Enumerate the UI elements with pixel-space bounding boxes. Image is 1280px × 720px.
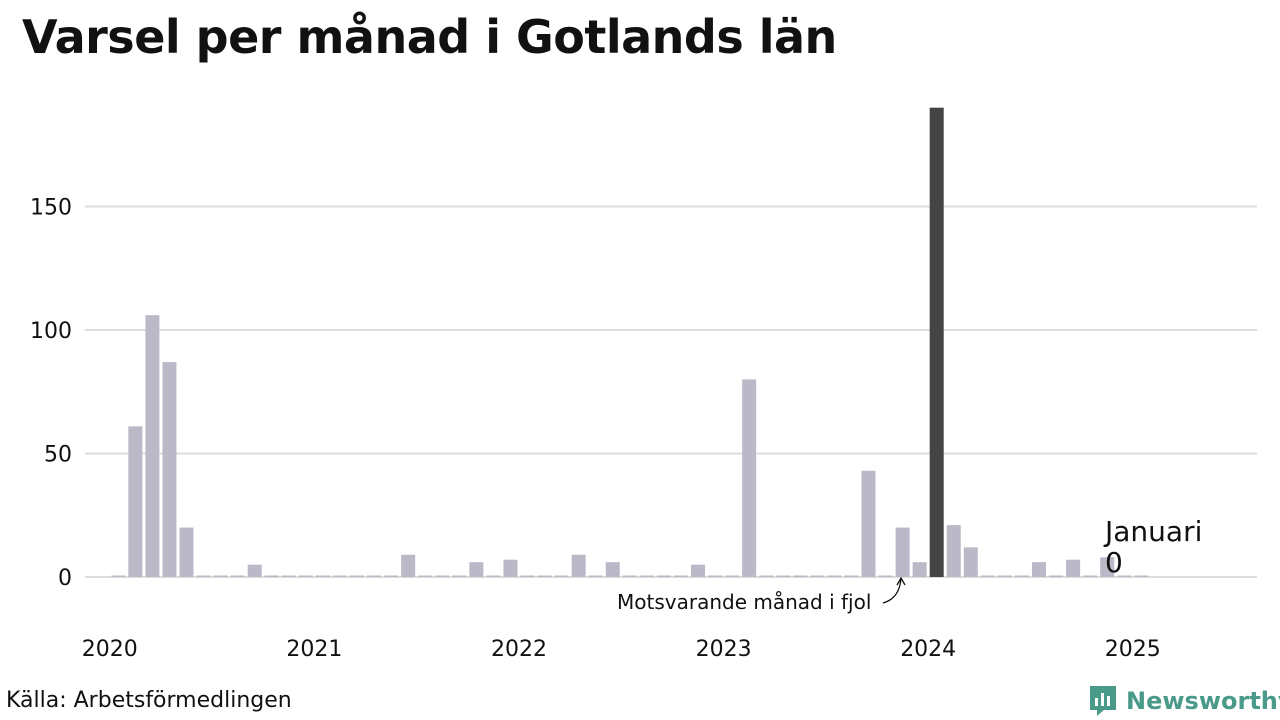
bar (912, 562, 927, 577)
y-tick-label: 150 (30, 196, 72, 221)
source-note: Källa: Arbetsförmedlingen (6, 688, 292, 713)
bar (196, 575, 211, 577)
bar (827, 575, 842, 577)
bar (537, 575, 552, 577)
bar (639, 575, 654, 577)
bar (878, 575, 893, 577)
bar (162, 362, 177, 577)
bar (230, 575, 245, 577)
bar (111, 575, 126, 577)
bar (332, 575, 347, 577)
x-tick-label: 2025 (1105, 637, 1161, 662)
chart-title: Varsel per månad i Gotlands län (22, 10, 837, 64)
bar (980, 575, 995, 577)
bar (128, 426, 143, 577)
bar (571, 554, 586, 577)
highlight-annotation-arrowhead (896, 576, 906, 586)
bar (691, 564, 705, 577)
bar (673, 575, 688, 577)
bar (298, 575, 313, 577)
bar (384, 575, 399, 577)
bar (401, 554, 416, 577)
bar (1066, 559, 1081, 577)
bar (486, 575, 501, 577)
bar (554, 575, 569, 577)
bar (1049, 575, 1064, 577)
bar (793, 575, 808, 577)
bar (861, 470, 876, 577)
highlight-annotation-arrow (882, 577, 902, 604)
bar (469, 562, 484, 577)
x-tick-label: 2023 (696, 637, 752, 662)
bar (247, 564, 262, 577)
bar (656, 575, 671, 577)
x-tick-label: 2020 (82, 637, 138, 662)
bar (520, 575, 535, 577)
bar (997, 575, 1012, 577)
bar (452, 575, 467, 577)
bar (844, 575, 859, 577)
bar (145, 315, 160, 577)
bar (946, 525, 961, 577)
highlight-annotation-label: Motsvarande månad i fjol (617, 590, 871, 614)
bar (605, 562, 620, 577)
current-value-label: 0 (1105, 546, 1123, 579)
bar (418, 575, 433, 577)
bar (810, 575, 825, 577)
bar (435, 575, 450, 577)
x-tick-label: 2024 (900, 637, 956, 662)
bar-highlight (929, 107, 944, 577)
y-tick-label: 0 (58, 566, 72, 591)
bar (503, 559, 518, 577)
bar (1014, 575, 1029, 577)
bar (213, 575, 228, 577)
bar (1083, 575, 1098, 577)
current-month-label: Januari (1103, 515, 1202, 548)
bar (367, 575, 382, 577)
bar (1032, 562, 1046, 577)
bar (895, 527, 910, 577)
bar (1100, 557, 1115, 577)
bar (179, 527, 194, 577)
bar (281, 575, 296, 577)
bar (708, 575, 723, 577)
newsworthy-logo-text: Newsworthy (1126, 687, 1280, 715)
bar (264, 575, 279, 577)
bar (742, 379, 757, 577)
bar (350, 575, 364, 577)
y-tick-label: 50 (44, 443, 72, 468)
bar (1134, 575, 1149, 577)
bar (622, 575, 637, 577)
bar (776, 575, 791, 577)
bar (963, 547, 978, 577)
x-tick-label: 2021 (286, 637, 342, 662)
bar (315, 575, 330, 577)
newsworthy-logo-icon (1090, 686, 1116, 716)
bar (725, 575, 740, 577)
bar (1117, 575, 1132, 577)
bar (588, 575, 603, 577)
y-tick-label: 100 (30, 319, 72, 344)
x-tick-label: 2022 (491, 637, 547, 662)
newsworthy-logo: Newsworthy (1088, 684, 1280, 718)
bar (759, 575, 774, 577)
